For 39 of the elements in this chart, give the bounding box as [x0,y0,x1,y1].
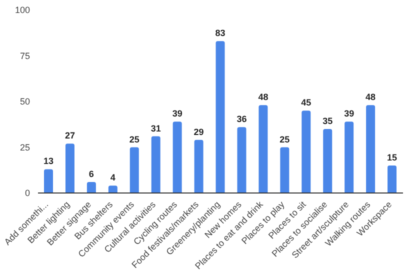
data-label: 39 [344,108,354,119]
y-tick-label: 50 [20,96,30,107]
data-label: 6 [88,169,94,180]
bar [344,122,354,193]
data-label: 48 [366,92,376,102]
bar [237,127,246,193]
data-label: 45 [301,98,312,108]
data-label: 83 [215,28,226,38]
data-label: 13 [43,156,54,166]
data-label: 25 [280,134,290,144]
bar [65,144,74,193]
bar [280,147,290,193]
bar [216,41,225,193]
data-label: 36 [236,114,247,124]
data-label: 48 [258,92,268,102]
y-tick-label: 0 [24,188,30,198]
y-tick-label: 25 [20,142,30,152]
bar [172,122,182,193]
bar [44,169,53,193]
data-label: 31 [150,123,161,134]
bar [194,140,204,193]
data-label: 27 [64,130,75,141]
bar [366,105,376,193]
bar [108,186,118,193]
bar [86,182,96,193]
bar [302,110,311,193]
bar [388,166,397,193]
data-label: 35 [322,116,333,126]
bar [258,105,268,193]
y-tick-label: 100 [14,5,30,16]
bar [130,147,139,193]
bar [151,136,160,193]
data-label: 39 [172,108,182,119]
y-tick-label: 75 [20,50,30,61]
data-label: 4 [110,172,116,183]
data-label: 29 [194,126,204,137]
data-label: 25 [129,134,140,144]
data-label: 15 [387,152,398,163]
bar [323,128,332,193]
